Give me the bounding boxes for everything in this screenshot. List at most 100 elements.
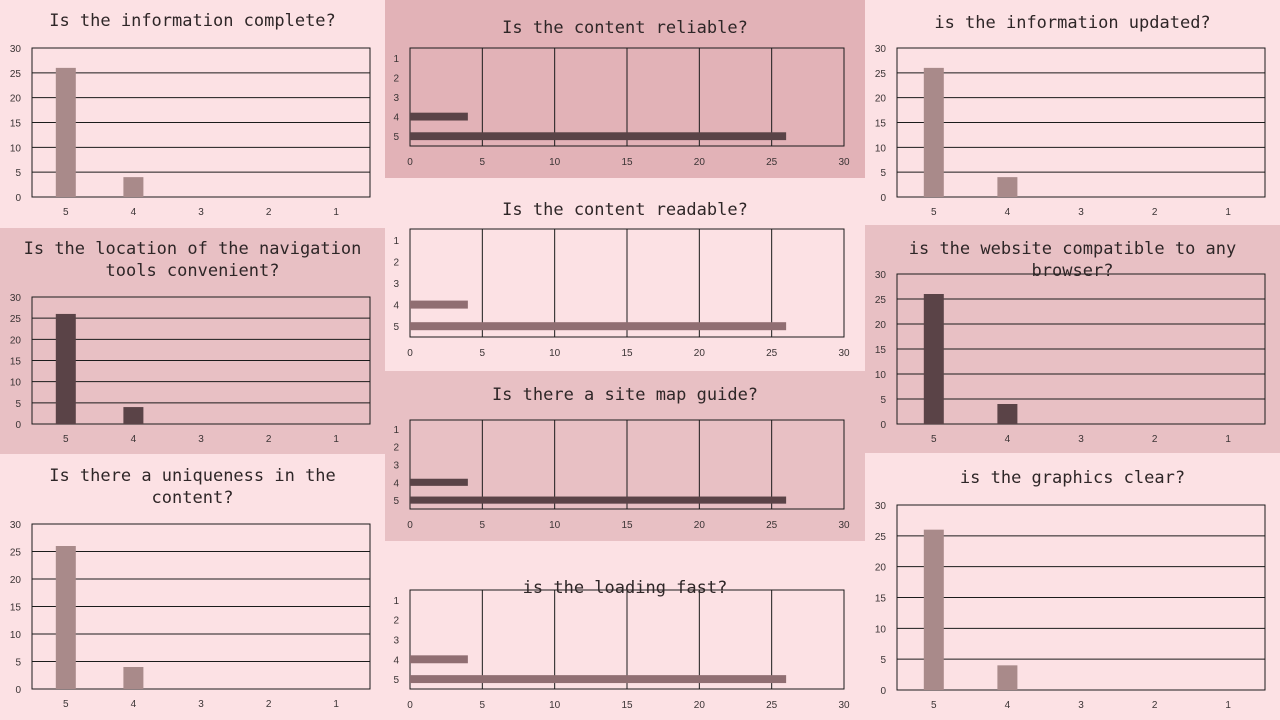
x-tick-label: 25 [766,520,778,531]
y-tick-label: 1 [393,596,399,607]
y-tick-label: 5 [880,395,886,406]
x-tick-label: 0 [407,348,413,359]
x-tick-label: 2 [1152,207,1158,218]
chart-c5: 0 5 10 15 20 25 30 1 2 3 4 5 [393,228,850,359]
x-tick-label: 5 [931,434,937,445]
chart-title-line: tools convenient? [105,261,280,281]
chart-c7: 0 5 10 15 20 25 30 5 4 3 2 1 [10,520,371,710]
y-tick-label: 5 [393,132,399,143]
y-tick-label: 3 [393,636,399,647]
x-tick-label: 2 [266,207,272,218]
y-tick-label: 15 [875,119,887,130]
y-tick-label: 3 [393,279,399,290]
x-tick-label: 1 [1225,207,1231,218]
bar [123,667,144,689]
bar [923,67,944,197]
chart-title: is the information updated? [865,12,1280,34]
x-tick-label: 2 [266,699,272,710]
y-tick-label: 30 [875,270,887,281]
bar [923,529,944,690]
bar [410,112,468,121]
x-tick-label: 3 [1078,207,1084,218]
y-tick-label: 5 [880,655,886,666]
y-tick-label: 0 [880,686,886,697]
chart-title-line: Is the location of the navigation [23,239,362,259]
chart-title: Is the location of the navigation tools c… [0,238,385,282]
x-tick-label: 5 [931,207,937,218]
bar [923,294,944,424]
y-tick-label: 30 [875,501,887,512]
x-tick-label: 3 [198,207,204,218]
y-tick-label: 25 [10,548,22,559]
y-tick-label: 10 [875,370,887,381]
x-tick-label: 30 [838,348,850,359]
bar [410,655,468,664]
y-tick-label: 30 [10,44,22,55]
y-tick-label: 25 [10,314,22,325]
x-tick-label: 4 [1005,434,1011,445]
x-tick-label: 30 [838,157,850,168]
y-tick-label: 10 [875,143,887,154]
x-tick-label: 2 [1152,434,1158,445]
bar [55,546,76,689]
chart-title: Is the content reliable? [385,17,865,39]
bar [410,496,787,504]
chart-title-line: Is there a site map guide? [491,385,759,405]
bar [55,313,76,424]
chart-c9: 0 5 10 15 20 25 30 5 4 3 2 1 [875,501,1266,711]
x-tick-label: 1 [333,207,339,218]
x-tick-label: 4 [131,207,137,218]
chart-title-line: is the loading fast? [522,578,728,598]
y-tick-label: 20 [875,94,887,105]
x-tick-label: 1 [1225,700,1231,711]
y-tick-label: 0 [880,420,886,431]
chart-title: is the website compatible to any browser… [865,238,1280,282]
x-tick-label: 0 [407,700,413,711]
y-tick-label: 5 [15,658,21,669]
y-tick-label: 0 [15,193,21,204]
x-tick-label: 15 [621,157,633,168]
y-tick-label: 30 [10,293,22,304]
y-tick-label: 2 [393,257,399,268]
x-tick-label: 25 [766,157,778,168]
y-tick-label: 0 [880,193,886,204]
y-tick-label: 5 [880,168,886,179]
chart-c10: 0 5 10 15 20 25 30 1 2 3 4 5 [393,589,850,711]
chart-title: Is there a site map guide? [385,384,865,406]
chart-title: Is the information complete? [0,10,385,32]
x-tick-label: 15 [621,520,633,531]
y-tick-label: 2 [393,443,399,454]
x-tick-label: 4 [1005,207,1011,218]
y-tick-label: 4 [393,478,399,489]
y-tick-label: 3 [393,461,399,472]
y-tick-label: 15 [875,345,887,356]
chart-c2: 0 5 10 15 20 25 30 1 2 3 4 5 [393,47,850,168]
x-tick-label: 3 [198,434,204,445]
chart-title-line: Is the content readable? [502,200,748,220]
y-tick-label: 10 [10,630,22,641]
chart-c4: 0 5 10 15 20 25 30 5 4 3 2 1 [10,293,371,445]
x-tick-label: 5 [480,700,486,711]
x-tick-label: 3 [1078,700,1084,711]
bar [997,177,1018,197]
chart-title-line: Is the information complete? [49,11,336,31]
x-tick-label: 5 [480,157,486,168]
x-tick-label: 4 [131,699,137,710]
x-tick-label: 5 [931,700,937,711]
x-tick-label: 25 [766,348,778,359]
x-tick-label: 10 [549,348,561,359]
x-tick-label: 30 [838,520,850,531]
x-tick-label: 25 [766,700,778,711]
chart-c8: 0 5 10 15 20 25 30 1 2 3 4 5 [393,419,850,531]
bar [410,132,787,141]
x-tick-label: 10 [549,520,561,531]
y-tick-label: 3 [393,93,399,104]
x-tick-label: 20 [694,348,706,359]
x-tick-label: 5 [63,207,69,218]
y-tick-label: 20 [875,563,887,574]
y-tick-label: 20 [10,575,22,586]
bar [123,177,144,197]
y-tick-label: 25 [875,69,887,80]
x-tick-label: 3 [198,699,204,710]
x-tick-label: 15 [621,700,633,711]
